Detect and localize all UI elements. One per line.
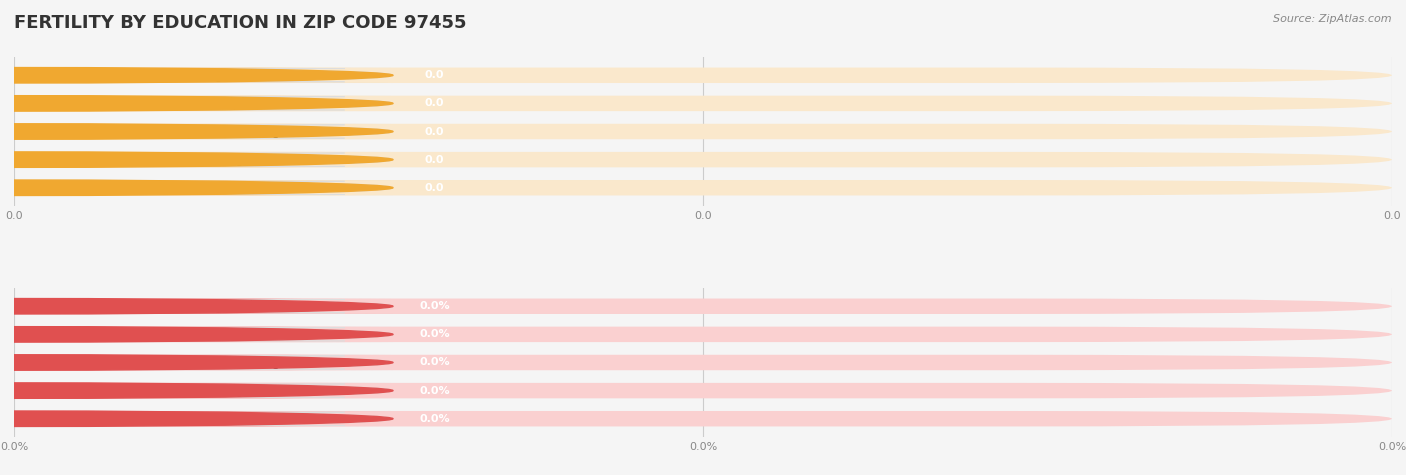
FancyBboxPatch shape [0,355,394,370]
Circle shape [0,95,394,111]
Circle shape [0,298,394,314]
Circle shape [0,124,394,139]
Text: 0.0: 0.0 [425,126,444,136]
FancyBboxPatch shape [21,69,394,82]
Circle shape [0,355,394,370]
Text: High School Diploma: High School Diploma [142,97,273,110]
FancyBboxPatch shape [14,411,1392,427]
FancyBboxPatch shape [21,384,394,397]
Circle shape [0,383,394,399]
FancyBboxPatch shape [14,355,1392,370]
FancyBboxPatch shape [21,97,394,110]
Text: FERTILITY BY EDUCATION IN ZIP CODE 97455: FERTILITY BY EDUCATION IN ZIP CODE 97455 [14,14,467,32]
Text: 0.0%: 0.0% [419,329,450,339]
FancyBboxPatch shape [0,152,394,167]
Text: College or Associate's Degree: College or Associate's Degree [114,356,301,369]
Text: Bachelor's Degree: Bachelor's Degree [149,384,264,397]
Circle shape [0,327,394,342]
FancyBboxPatch shape [21,356,394,369]
FancyBboxPatch shape [0,67,394,83]
Text: 0.0%: 0.0% [419,301,450,311]
FancyBboxPatch shape [14,298,1392,314]
Text: Source: ZipAtlas.com: Source: ZipAtlas.com [1274,14,1392,24]
FancyBboxPatch shape [21,412,394,425]
Circle shape [0,152,394,167]
FancyBboxPatch shape [0,298,394,314]
FancyBboxPatch shape [0,180,394,196]
Text: 0.0: 0.0 [425,70,444,80]
FancyBboxPatch shape [21,153,394,166]
Text: Less than High School: Less than High School [138,300,276,313]
FancyBboxPatch shape [14,383,1392,399]
FancyBboxPatch shape [0,95,394,111]
FancyBboxPatch shape [14,180,1392,196]
Text: 0.0: 0.0 [425,155,444,165]
FancyBboxPatch shape [14,327,1392,342]
Text: High School Diploma: High School Diploma [142,328,273,341]
FancyBboxPatch shape [14,152,1392,167]
Text: Bachelor's Degree: Bachelor's Degree [149,153,264,166]
Text: Graduate Degree: Graduate Degree [153,412,262,425]
Text: 0.0%: 0.0% [419,414,450,424]
FancyBboxPatch shape [21,125,394,138]
Text: 0.0%: 0.0% [419,358,450,368]
Text: 0.0%: 0.0% [419,386,450,396]
FancyBboxPatch shape [0,411,394,427]
Text: 0.0: 0.0 [425,183,444,193]
Circle shape [0,180,394,196]
Text: Less than High School: Less than High School [138,69,276,82]
FancyBboxPatch shape [21,181,394,194]
FancyBboxPatch shape [21,300,394,313]
Text: College or Associate's Degree: College or Associate's Degree [114,125,301,138]
FancyBboxPatch shape [14,95,1392,111]
Circle shape [0,411,394,427]
FancyBboxPatch shape [14,67,1392,83]
FancyBboxPatch shape [21,328,394,341]
FancyBboxPatch shape [0,383,394,399]
Text: 0.0: 0.0 [425,98,444,108]
FancyBboxPatch shape [14,124,1392,139]
Text: Graduate Degree: Graduate Degree [153,181,262,194]
FancyBboxPatch shape [0,327,394,342]
FancyBboxPatch shape [0,124,394,139]
Circle shape [0,67,394,83]
